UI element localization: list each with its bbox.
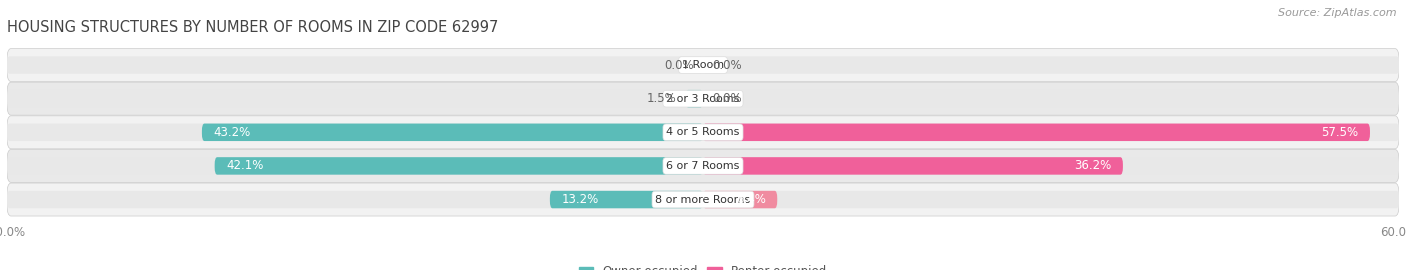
FancyBboxPatch shape xyxy=(703,90,1399,107)
Text: 57.5%: 57.5% xyxy=(1322,126,1358,139)
FancyBboxPatch shape xyxy=(7,116,1399,149)
FancyBboxPatch shape xyxy=(703,157,1123,175)
FancyBboxPatch shape xyxy=(215,157,703,175)
FancyBboxPatch shape xyxy=(7,191,703,208)
FancyBboxPatch shape xyxy=(7,56,703,74)
FancyBboxPatch shape xyxy=(703,191,1399,208)
FancyBboxPatch shape xyxy=(703,124,1369,141)
FancyBboxPatch shape xyxy=(703,56,1399,74)
Text: 8 or more Rooms: 8 or more Rooms xyxy=(655,195,751,205)
FancyBboxPatch shape xyxy=(703,124,1399,141)
FancyBboxPatch shape xyxy=(7,82,1399,115)
Text: 2 or 3 Rooms: 2 or 3 Rooms xyxy=(666,94,740,104)
FancyBboxPatch shape xyxy=(703,191,778,208)
Text: Source: ZipAtlas.com: Source: ZipAtlas.com xyxy=(1278,8,1396,18)
FancyBboxPatch shape xyxy=(7,90,703,107)
Text: 6.4%: 6.4% xyxy=(735,193,766,206)
Text: 1 Room: 1 Room xyxy=(682,60,724,70)
Text: 13.2%: 13.2% xyxy=(561,193,599,206)
Text: 43.2%: 43.2% xyxy=(214,126,250,139)
Text: 42.1%: 42.1% xyxy=(226,159,264,173)
FancyBboxPatch shape xyxy=(7,183,1399,216)
FancyBboxPatch shape xyxy=(686,90,703,107)
FancyBboxPatch shape xyxy=(7,49,1399,82)
FancyBboxPatch shape xyxy=(202,124,703,141)
FancyBboxPatch shape xyxy=(7,157,703,175)
FancyBboxPatch shape xyxy=(7,124,703,141)
Legend: Owner-occupied, Renter-occupied: Owner-occupied, Renter-occupied xyxy=(574,261,832,270)
Text: 0.0%: 0.0% xyxy=(713,59,742,72)
Text: HOUSING STRUCTURES BY NUMBER OF ROOMS IN ZIP CODE 62997: HOUSING STRUCTURES BY NUMBER OF ROOMS IN… xyxy=(7,20,498,35)
Text: 4 or 5 Rooms: 4 or 5 Rooms xyxy=(666,127,740,137)
FancyBboxPatch shape xyxy=(703,157,1399,175)
Text: 6 or 7 Rooms: 6 or 7 Rooms xyxy=(666,161,740,171)
Text: 36.2%: 36.2% xyxy=(1074,159,1111,173)
FancyBboxPatch shape xyxy=(550,191,703,208)
FancyBboxPatch shape xyxy=(7,150,1399,183)
Text: 0.0%: 0.0% xyxy=(713,92,742,105)
Text: 1.5%: 1.5% xyxy=(647,92,676,105)
Text: 0.0%: 0.0% xyxy=(664,59,693,72)
